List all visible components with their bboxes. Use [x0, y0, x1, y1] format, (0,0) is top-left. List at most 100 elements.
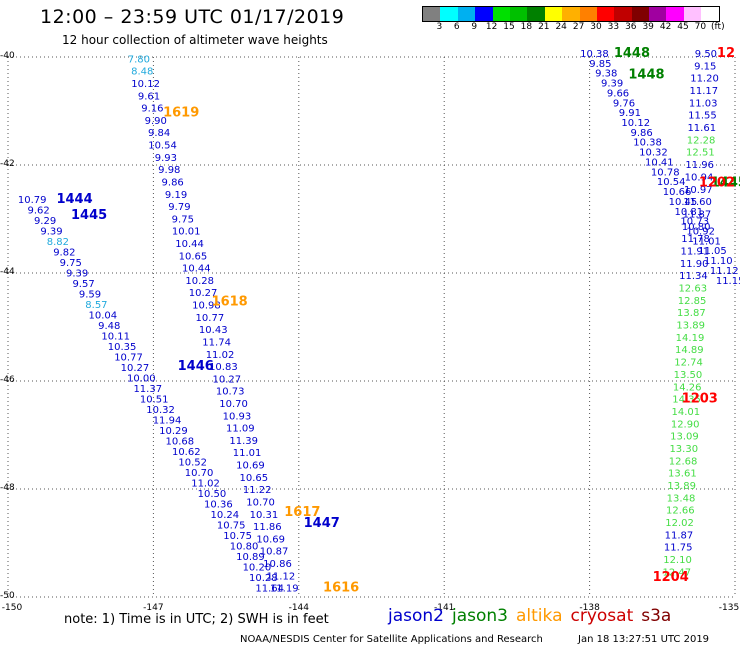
- color-swatch: [440, 7, 458, 21]
- wave-height-value: 10.28: [185, 276, 214, 287]
- wave-height-value: 9.61: [138, 91, 160, 102]
- wave-height-value: 14.19: [676, 333, 705, 344]
- pass-time-label: 1445: [711, 176, 740, 191]
- wave-height-value: 11.01: [692, 236, 721, 247]
- wave-height-value: 10.70: [246, 497, 275, 508]
- wave-height-value: 9.16: [141, 104, 163, 115]
- wave-height-value: 10.75: [223, 531, 252, 542]
- color-swatch: [492, 7, 510, 21]
- wave-height-value: 11.20: [690, 74, 719, 85]
- wave-height-value: 10.87: [260, 547, 289, 558]
- wave-height-value: 11.22: [243, 485, 272, 496]
- wave-height-value: 10.50: [198, 489, 227, 500]
- wave-height-value: 10.12: [131, 79, 160, 90]
- color-swatch: [596, 7, 615, 21]
- wave-height-value: 9.39: [66, 268, 88, 279]
- color-swatch: [614, 7, 632, 21]
- latitude-label: -50: [0, 591, 15, 601]
- color-swatch: [509, 7, 528, 21]
- wave-height-value: 11.03: [689, 98, 718, 109]
- wave-height-value: 8.57: [85, 300, 107, 311]
- wave-height-value: 10.29: [159, 426, 188, 437]
- wave-height-value: 10.43: [199, 325, 228, 336]
- wave-height-value: 10.38: [580, 49, 609, 60]
- wave-height-value: 11.87: [665, 530, 694, 541]
- color-scale-label: 9: [471, 22, 478, 32]
- color-swatch: [457, 7, 476, 21]
- wave-height-value: 12.90: [671, 419, 700, 430]
- pass-time-label: 1202: [699, 176, 735, 191]
- color-swatch: [579, 7, 597, 21]
- pass-time-label: 1448: [614, 46, 650, 61]
- wave-height-value: 11.05: [698, 246, 727, 257]
- wave-height-value: 10.70: [219, 399, 248, 410]
- color-scale-label: 33: [607, 22, 620, 32]
- pass-time-label: 12: [717, 46, 735, 61]
- wave-height-value: 9.38: [595, 69, 617, 80]
- pass-time-label: 1619: [163, 105, 199, 120]
- wave-height-value: 10.81: [675, 207, 704, 218]
- note-text: note: 1) Time is in UTC; 2) SWH is in fe…: [64, 612, 329, 627]
- wave-height-value: 10.86: [263, 559, 292, 570]
- wave-height-value: 9.90: [145, 116, 167, 127]
- wave-height-value: 9.39: [601, 79, 623, 90]
- wave-height-value: 13.48: [667, 493, 696, 504]
- wave-height-value: 10.01: [172, 227, 201, 238]
- wave-height-value: 14.89: [675, 345, 704, 356]
- wave-height-value: 13.09: [670, 432, 699, 443]
- wave-height-value: 10.38: [633, 138, 662, 149]
- wave-height-value: 11.01: [233, 448, 262, 459]
- color-swatch: [475, 7, 493, 21]
- timestamp-text: Jan 18 13:27:51 UTC 2019: [578, 634, 710, 645]
- color-scale-label: 18: [520, 22, 533, 32]
- color-swatch: [544, 7, 563, 21]
- wave-height-value: 10.66: [663, 187, 692, 198]
- wave-height-value: 10.68: [166, 436, 195, 447]
- wave-height-value: 11.60: [683, 197, 712, 208]
- wave-height-value: 10.79: [18, 195, 47, 206]
- wave-height-value: 10.77: [196, 313, 225, 324]
- wave-height-value: 13.87: [677, 308, 706, 319]
- wave-height-value: 11.10: [704, 256, 733, 267]
- wave-height-value: 12.85: [678, 296, 707, 307]
- latitude-label: -48: [0, 483, 15, 493]
- wave-height-value: 10.97: [684, 185, 713, 196]
- longitude-label: -141: [433, 603, 455, 613]
- wave-height-value: 10.92: [686, 226, 715, 237]
- wave-height-value: 11.96: [685, 160, 714, 171]
- wave-height-value: 10.35: [108, 342, 137, 353]
- wave-height-value: 10.80: [682, 222, 711, 233]
- longitude-label: -144: [288, 603, 310, 613]
- wave-height-value: 9.62: [28, 205, 50, 216]
- wave-height-value: 11.12: [710, 266, 739, 277]
- map-subtitle: 12 hour collection of altimeter wave hei…: [62, 33, 328, 47]
- wave-height-value: 9.86: [162, 177, 184, 188]
- color-scale-label: 45: [677, 22, 689, 32]
- wave-height-value: 9.93: [155, 153, 177, 164]
- wave-height-value: 9.39: [40, 226, 62, 237]
- wave-height-value: 9.98: [158, 165, 180, 176]
- longitude-label: -135: [718, 603, 740, 613]
- wave-height-value: 10.54: [148, 141, 177, 152]
- color-swatch: [631, 7, 650, 21]
- map-title: 12:00 – 23:59 UTC 01/17/2019: [40, 6, 345, 28]
- pass-time-label: 1203: [682, 392, 718, 407]
- satellite-legend-item: jason2: [388, 606, 444, 626]
- wave-height-value: 13.50: [674, 370, 703, 381]
- wave-height-value: 13.89: [676, 321, 705, 332]
- wave-height-value: 10.78: [651, 167, 680, 178]
- color-scale-label: 15: [503, 22, 515, 32]
- wave-height-value: 10.62: [172, 447, 201, 458]
- wave-height-value: 12.51: [686, 148, 715, 159]
- pass-time-label: 1444: [56, 192, 92, 207]
- satellite-legend-item: cryosat: [570, 606, 634, 626]
- wave-height-value: 12.28: [687, 135, 716, 146]
- wave-height-value: 10.32: [146, 405, 175, 416]
- latitude-label: -44: [0, 267, 15, 277]
- wave-height-value: 9.79: [168, 202, 190, 213]
- pass-time-label: 1448: [628, 68, 664, 83]
- wave-height-value: 11.74: [202, 337, 231, 348]
- color-swatch: [666, 7, 684, 21]
- color-scale-label: 6: [453, 22, 460, 32]
- wave-height-value: 10.27: [212, 374, 241, 385]
